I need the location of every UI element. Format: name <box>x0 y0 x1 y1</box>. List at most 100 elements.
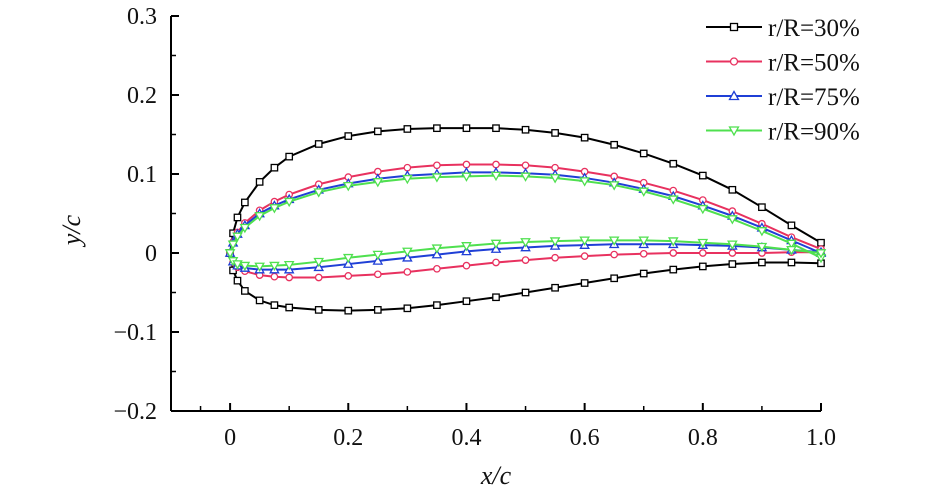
data-point-circle <box>669 249 678 257</box>
data-point-square <box>270 301 279 309</box>
data-point-square <box>344 306 353 315</box>
data-point-triangle-down <box>254 212 265 222</box>
x-tick-label: 0 <box>224 425 236 451</box>
data-point-square <box>639 149 648 158</box>
data-point-circle <box>314 273 323 282</box>
data-point-triangle-down <box>697 238 709 249</box>
data-point-triangle-down <box>727 215 738 225</box>
data-point-square <box>233 213 242 222</box>
data-point-triangle-down <box>727 240 738 250</box>
data-point-square <box>344 132 353 140</box>
data-point-circle <box>433 161 441 170</box>
data-point-square <box>728 185 737 194</box>
data-point-square <box>433 124 441 133</box>
data-point-triangle-down <box>520 172 531 182</box>
data-point-triangle-down <box>667 195 679 205</box>
data-point-triangle-up <box>372 255 384 265</box>
data-point-square <box>233 276 242 285</box>
x-tick-label: 0.4 <box>451 425 481 451</box>
data-point-square <box>787 258 796 267</box>
data-point-triangle-down <box>342 181 354 192</box>
data-point-circle <box>698 249 707 257</box>
data-point-circle <box>373 270 382 279</box>
data-point-square <box>492 124 500 133</box>
legend-item-1: r/R=30% <box>706 15 860 42</box>
data-point-triangle-down <box>638 236 650 246</box>
data-point-triangle-down <box>402 247 413 257</box>
data-point-square <box>639 269 648 278</box>
data-point-square <box>462 297 471 306</box>
data-point-square <box>521 288 530 297</box>
data-point-triangle-up <box>431 249 443 259</box>
data-point-square <box>462 124 471 133</box>
data-point-triangle-down <box>608 181 620 191</box>
data-point-circle <box>492 160 500 169</box>
data-point-circle <box>729 57 739 66</box>
data-point-square <box>698 262 707 271</box>
data-point-triangle-up <box>728 90 740 101</box>
data-point-triangle-down <box>232 260 243 270</box>
data-point-triangle-down <box>269 204 280 214</box>
data-point-circle <box>580 252 589 261</box>
data-point-triangle-down <box>786 239 797 250</box>
data-point-square <box>373 306 382 314</box>
data-point-triangle-down <box>756 242 768 253</box>
data-point-square <box>285 303 294 312</box>
data-point-triangle-down <box>549 174 561 184</box>
data-point-square <box>314 306 323 314</box>
data-point-triangle-down <box>313 257 325 268</box>
data-point-circle <box>344 272 353 280</box>
data-point-square <box>403 304 412 313</box>
data-point-triangle-down <box>815 249 827 259</box>
x-tick-label: 0.8 <box>688 425 718 451</box>
data-point-triangle-down <box>549 237 561 247</box>
data-point-triangle-down <box>608 236 620 246</box>
axes: −0.2 −0.1 0 0.1 0.2 0.3 0 0.2 0.4 0.6 0.8 1.0 <box>113 4 836 451</box>
x-axis-title: x/c <box>480 461 512 490</box>
data-point-triangle-down <box>490 171 502 182</box>
data-point-triangle-down <box>667 237 679 247</box>
data-point-square <box>787 221 796 230</box>
data-point-square <box>580 279 589 287</box>
data-point-square <box>521 125 530 134</box>
data-point-triangle-down <box>579 177 590 187</box>
data-point-square <box>241 198 249 207</box>
data-point-square <box>610 274 619 283</box>
data-point-triangle-down <box>461 242 472 252</box>
data-point-square <box>433 301 441 309</box>
legend-item-4: r/R=90% <box>706 119 860 146</box>
y-tick-label: 0 <box>145 241 157 267</box>
data-point-square <box>314 140 323 148</box>
y-tick-label: 0.3 <box>127 4 157 30</box>
data-point-triangle-down <box>786 245 797 256</box>
y-axis-title: y/c <box>57 214 86 248</box>
data-point-square <box>729 22 739 32</box>
data-point-triangle-down <box>638 187 650 197</box>
data-point-square <box>698 171 707 180</box>
data-point-triangle-down <box>402 174 413 185</box>
data-point-square <box>669 265 678 274</box>
legend-label: r/R=75% <box>768 84 860 111</box>
data-point-triangle-down <box>579 236 590 246</box>
data-point-circle <box>462 160 471 169</box>
data-point-circle <box>521 161 530 170</box>
data-point-triangle-down <box>372 178 384 188</box>
data-point-triangle-up <box>342 258 354 268</box>
x-tick-label: 0.2 <box>333 425 363 451</box>
data-point-triangle-down <box>239 261 251 272</box>
data-point-square <box>758 258 766 267</box>
data-point-square <box>373 127 382 136</box>
data-point-square <box>255 178 264 186</box>
data-point-square <box>610 140 619 149</box>
data-point-triangle-down <box>283 197 295 208</box>
data-point-circle <box>728 249 737 257</box>
data-point-circle <box>403 163 412 172</box>
data-point-square <box>669 159 678 168</box>
data-point-triangle-down <box>756 227 768 237</box>
data-point-square <box>728 260 737 268</box>
data-point-square <box>285 152 294 161</box>
data-point-square <box>551 129 559 137</box>
y-tick-label: 0.2 <box>127 83 157 109</box>
data-point-square <box>580 133 589 142</box>
